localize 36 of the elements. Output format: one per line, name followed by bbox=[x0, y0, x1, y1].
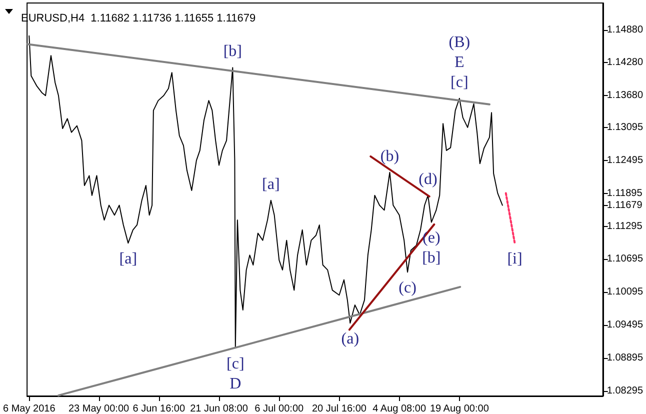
x-tick-label: 21 Jun 08:00 bbox=[190, 404, 248, 414]
y-tick-label: 1.11295 bbox=[606, 220, 643, 232]
annotation: (a) bbox=[341, 330, 360, 348]
x-tick-label: 6 Jun 16:00 bbox=[132, 404, 186, 414]
x-tick-label: 20 Jul 16:00 bbox=[312, 404, 367, 414]
y-tick-label: 1.12495 bbox=[606, 155, 644, 166]
annotation: [a] bbox=[119, 250, 138, 268]
y-tick-label: 1.14280 bbox=[606, 57, 644, 68]
annotation: [a] bbox=[262, 176, 280, 193]
annotation: [b] bbox=[422, 250, 441, 267]
y-tick-label: 1.13095 bbox=[606, 122, 644, 134]
annotation: [b] bbox=[223, 43, 242, 60]
x-tick-label: 4 Aug 08:00 bbox=[372, 404, 426, 414]
x-tick-label: 6 Jul 00:00 bbox=[254, 404, 304, 414]
annotation: (c) bbox=[398, 280, 416, 297]
x-tick-label: 6 May 2016 bbox=[2, 404, 56, 414]
annotation: (B) bbox=[448, 34, 470, 51]
annotation: [i] bbox=[507, 250, 522, 268]
y-tick-label: 1.08895 bbox=[606, 352, 644, 364]
y-tick-label: 1.09495 bbox=[606, 320, 644, 331]
y-tick-label: 1.13680 bbox=[606, 90, 644, 102]
x-tick-label: 19 Aug 00:00 bbox=[430, 404, 490, 414]
y-tick-label: 1.11679 bbox=[606, 200, 643, 211]
annotation: (e) bbox=[422, 230, 440, 247]
annotation: (d) bbox=[418, 170, 438, 188]
annotation: [c] bbox=[450, 74, 468, 91]
y-tick-label: 1.10695 bbox=[606, 254, 644, 265]
annotation: [c] bbox=[226, 355, 244, 372]
y-tick-label: 1.14880 bbox=[606, 24, 644, 36]
y-tick-label: 1.08295 bbox=[606, 385, 644, 396]
annotation: E bbox=[454, 54, 464, 71]
y-tick-label: 1.10095 bbox=[606, 286, 644, 298]
annotation: (b) bbox=[380, 148, 400, 165]
annotation: D bbox=[230, 375, 242, 392]
x-tick-label: 23 May 00:00 bbox=[68, 404, 130, 414]
y-tick-label: 1.11895 bbox=[606, 188, 643, 199]
